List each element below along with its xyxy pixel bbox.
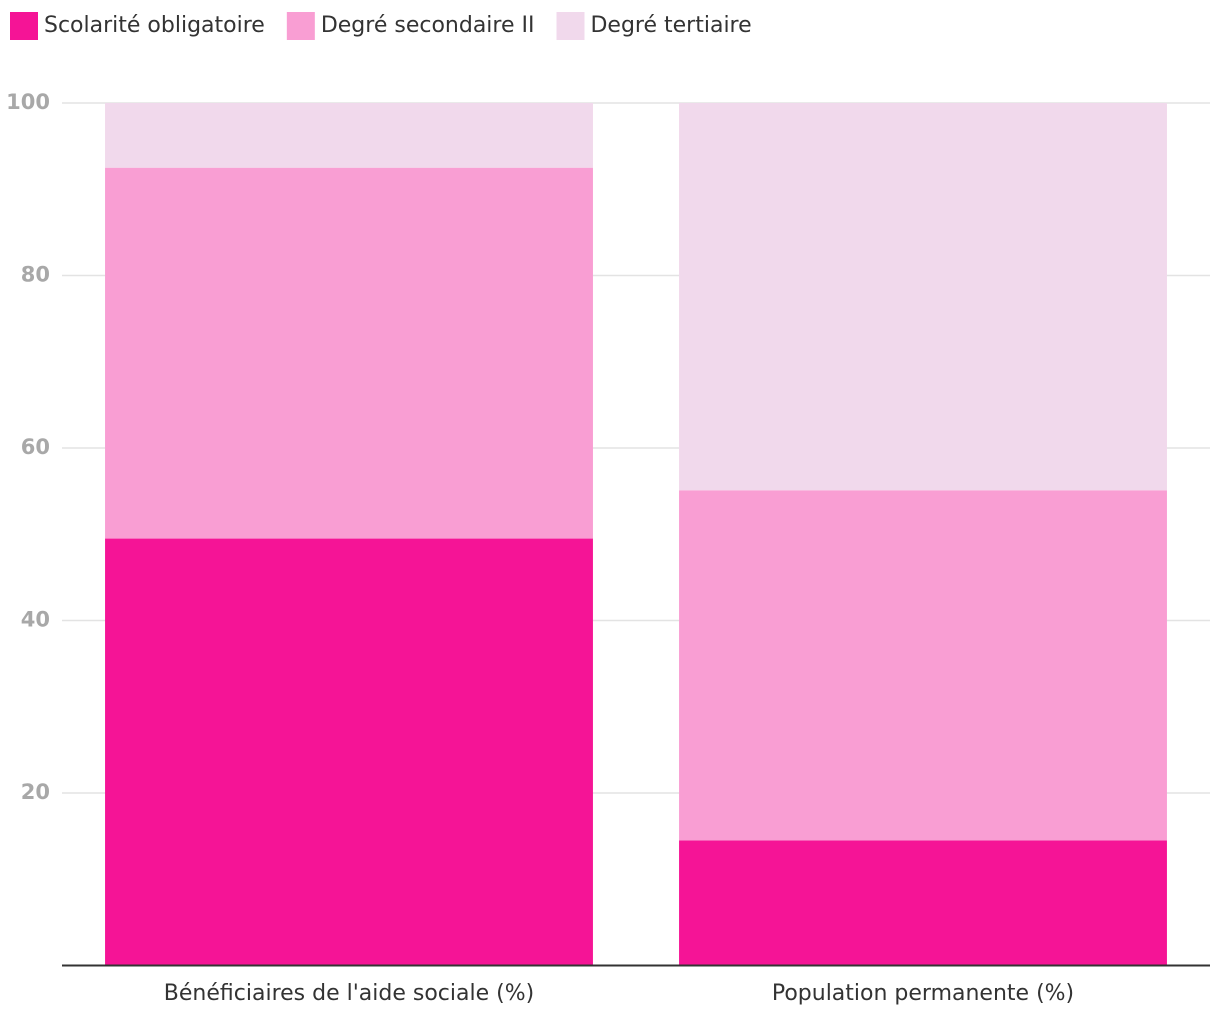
- legend-swatch: [10, 12, 38, 40]
- y-tick-label: 100: [6, 90, 50, 114]
- legend-swatch: [286, 12, 315, 40]
- legend-label: Degré secondaire II: [321, 13, 535, 38]
- y-tick-label: 60: [21, 435, 50, 459]
- bar-segment: [105, 103, 593, 168]
- bar-segment: [679, 840, 1167, 966]
- legend-swatch: [556, 12, 585, 40]
- bar-segment: [105, 538, 593, 966]
- y-tick-label: 40: [21, 608, 50, 632]
- x-tick-label: Population permanente (%): [772, 981, 1074, 1006]
- bar-segment: [679, 490, 1167, 841]
- y-tick-label: 20: [21, 780, 50, 804]
- bar-segment: [679, 103, 1167, 491]
- legend-label: Scolarité obligatoire: [44, 13, 265, 38]
- legend-label: Degré tertiaire: [590, 13, 751, 38]
- bar-segment: [105, 167, 593, 539]
- x-tick-label: Bénéficiaires de l'aide sociale (%): [164, 981, 534, 1006]
- y-tick-label: 80: [21, 263, 50, 287]
